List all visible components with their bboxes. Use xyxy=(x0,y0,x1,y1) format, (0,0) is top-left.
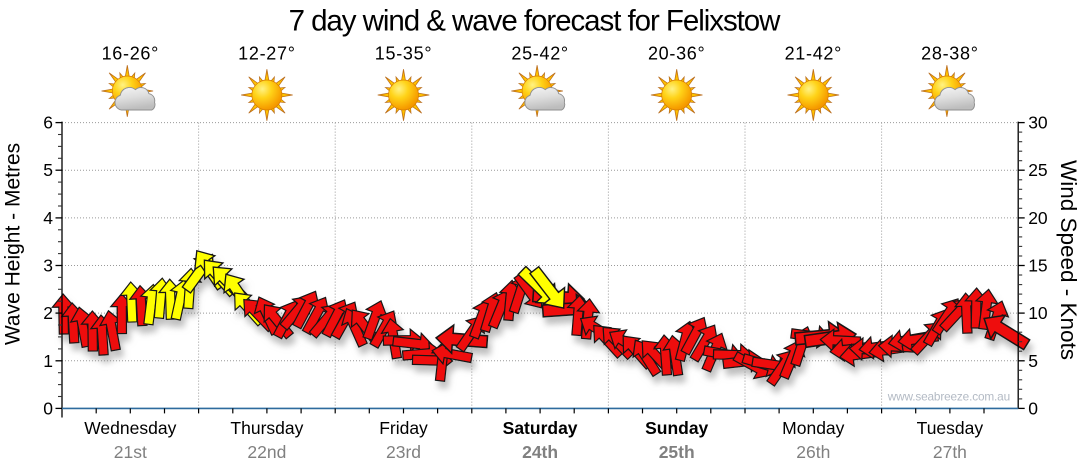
svg-text:3: 3 xyxy=(43,256,53,276)
svg-text:20: 20 xyxy=(1028,208,1048,228)
svg-text:Monday: Monday xyxy=(782,418,845,438)
svg-text:0: 0 xyxy=(43,398,53,418)
svg-text:16-26°: 16-26° xyxy=(102,44,159,64)
svg-text:Wind Speed - Knots: Wind Speed - Knots xyxy=(1056,160,1080,360)
svg-text:Thursday: Thursday xyxy=(230,418,303,438)
svg-text:25: 25 xyxy=(1028,160,1047,180)
svg-text:21st: 21st xyxy=(114,442,147,462)
svg-text:6: 6 xyxy=(43,113,53,133)
svg-text:Wednesday: Wednesday xyxy=(84,418,176,438)
svg-text:24th: 24th xyxy=(522,442,558,462)
svg-text:12-27°: 12-27° xyxy=(238,44,295,64)
svg-text:0: 0 xyxy=(1028,398,1038,418)
svg-text:30: 30 xyxy=(1028,113,1048,133)
svg-text:22nd: 22nd xyxy=(247,442,286,462)
svg-text:27th: 27th xyxy=(933,442,967,462)
svg-text:7 day wind & wave forecast for: 7 day wind & wave forecast for Felixstow xyxy=(289,4,782,37)
svg-text:Tuesday: Tuesday xyxy=(917,418,984,438)
svg-text:15-35°: 15-35° xyxy=(375,44,432,64)
svg-text:2: 2 xyxy=(43,303,53,323)
svg-text:www.seabreeze.com.au: www.seabreeze.com.au xyxy=(887,390,1010,404)
svg-text:Saturday: Saturday xyxy=(503,418,578,438)
svg-text:10: 10 xyxy=(1028,303,1048,323)
svg-text:25th: 25th xyxy=(659,442,695,462)
svg-text:5: 5 xyxy=(43,160,53,180)
svg-text:Friday: Friday xyxy=(379,418,428,438)
svg-text:1: 1 xyxy=(43,351,53,371)
svg-text:25-42°: 25-42° xyxy=(511,44,568,64)
svg-text:15: 15 xyxy=(1028,256,1047,276)
svg-text:28-38°: 28-38° xyxy=(921,44,978,64)
svg-text:4: 4 xyxy=(43,208,53,228)
svg-text:20-36°: 20-36° xyxy=(648,44,705,64)
svg-text:26th: 26th xyxy=(796,442,830,462)
svg-text:5: 5 xyxy=(1028,351,1038,371)
svg-text:Wave Height - Metres: Wave Height - Metres xyxy=(2,143,25,345)
svg-text:21-42°: 21-42° xyxy=(785,44,842,64)
svg-text:Sunday: Sunday xyxy=(645,418,708,438)
svg-text:23rd: 23rd xyxy=(386,442,421,462)
